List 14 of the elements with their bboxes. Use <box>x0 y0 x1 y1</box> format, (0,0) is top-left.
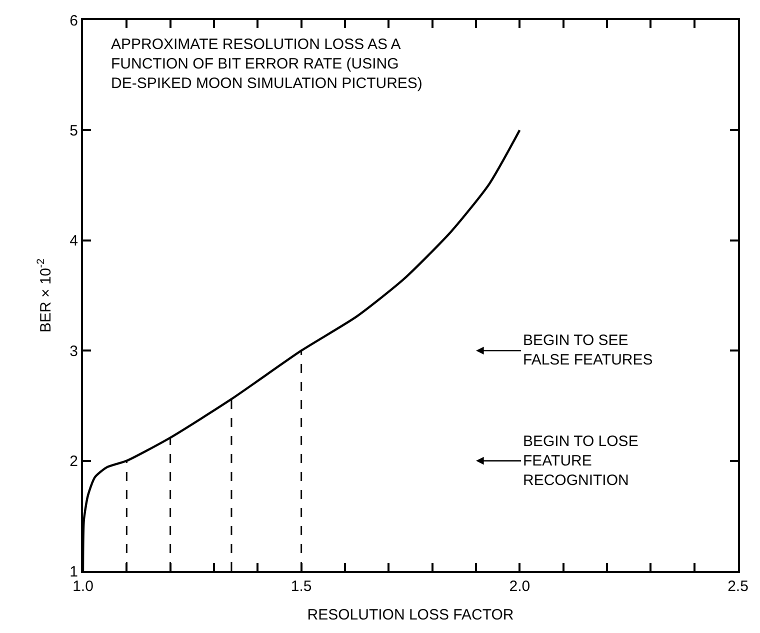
y-tick-label: 3 <box>70 342 78 360</box>
x-tick-label: 2.5 <box>728 578 748 595</box>
annotation: BEGIN TO SEE FALSE FEATURES <box>523 332 653 368</box>
x-tick-label: 1.5 <box>290 578 312 595</box>
x-tick-label: 2.0 <box>509 578 530 595</box>
y-tick-label: 2 <box>70 453 78 470</box>
y-tick-label: 1 <box>70 563 78 580</box>
annotation: BEGIN TO LOSE FEATURE RECOGNITION <box>523 433 638 489</box>
y-tick-label: 6 <box>70 12 78 30</box>
text: APPROXIMATE RESOLUTION LOSS AS A FUNCTION OF BIT ERROR RATE (USING DE-SPIKED MOON SIMULATION PICTURES) <box>111 36 422 92</box>
y-tick-label: 4 <box>70 232 78 250</box>
x-axis-title: RESOLUTION LOSS FACTOR <box>307 606 514 624</box>
y-tick-label: 5 <box>70 122 78 140</box>
x-tick-label: 1.0 <box>72 578 94 595</box>
